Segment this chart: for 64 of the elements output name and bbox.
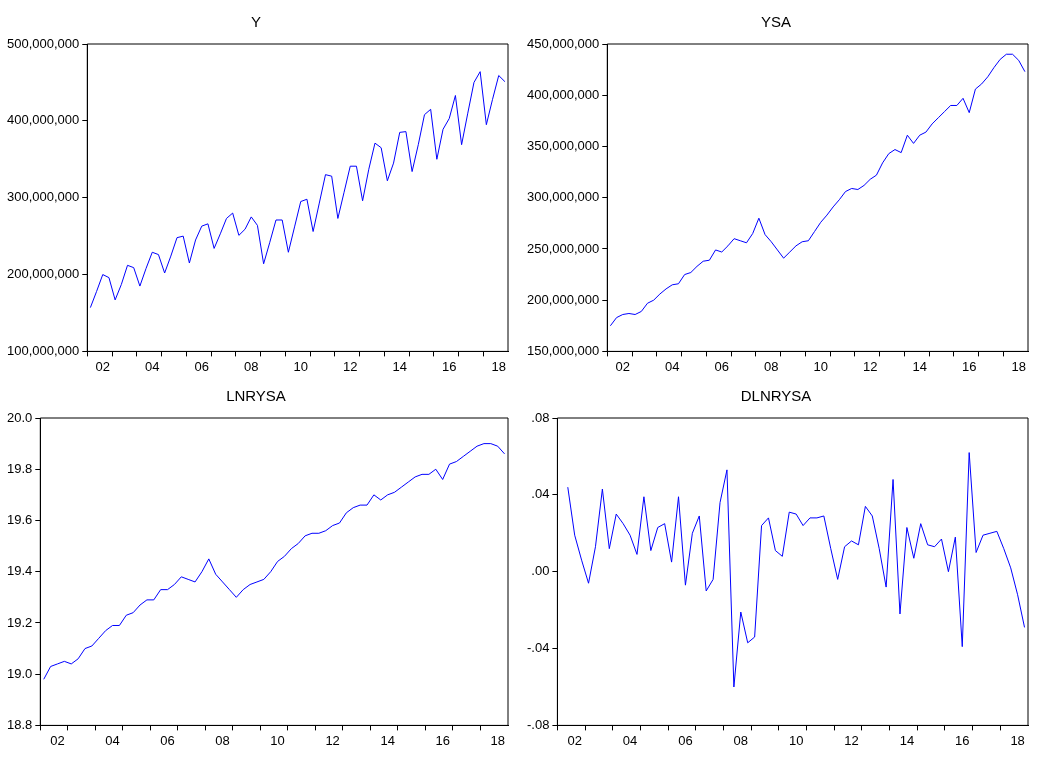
y-tick-label: .04	[531, 486, 550, 502]
y-tick-label: .08	[531, 409, 550, 425]
y-tick-label: 100,000,000	[7, 342, 80, 358]
x-tick-label: 02	[95, 358, 110, 374]
y-tick-label: 19.8	[6, 460, 33, 476]
y-tick-label: 19.0	[6, 665, 33, 681]
x-tick-label: 16	[435, 732, 450, 748]
x-tick-label: 06	[714, 358, 729, 374]
x-tick-label: 10	[813, 358, 828, 374]
y-tick-label: -.08	[526, 716, 550, 732]
chart-title: LNRYSA	[226, 387, 286, 405]
x-tick-label: 08	[244, 358, 259, 374]
x-tick-label: 16	[441, 358, 457, 374]
x-tick-label: 14	[912, 358, 927, 374]
x-tick-label: 14	[380, 732, 395, 748]
y-tick-label: 19.4	[6, 563, 33, 579]
y-tick-label: 19.2	[6, 614, 33, 630]
y-tick-label: 300,000,000	[7, 189, 80, 205]
y-tick-label: 400,000,000	[527, 86, 600, 102]
x-tick-label: 06	[678, 732, 693, 748]
y-tick-label: 150,000,000	[527, 342, 600, 358]
y-tick-label: 200,000,000	[527, 291, 600, 307]
y-tick-label: 18.8	[6, 716, 33, 732]
x-tick-label: 14	[392, 358, 407, 374]
x-tick-label: 12	[343, 358, 358, 374]
x-tick-label: 10	[293, 358, 308, 374]
y-tick-label: 200,000,000	[7, 266, 80, 282]
x-tick-label: 18	[1011, 358, 1026, 374]
x-tick-label: 08	[733, 732, 749, 748]
x-tick-label: 08	[764, 358, 779, 374]
x-tick-label: 06	[194, 358, 209, 374]
chart-title: DLNRYSA	[740, 387, 812, 405]
x-tick-label: 16	[955, 732, 970, 748]
x-tick-label: 12	[325, 732, 340, 748]
y-tick-label: 250,000,000	[527, 240, 600, 256]
x-tick-label: 02	[615, 358, 630, 374]
x-tick-label: 18	[490, 732, 505, 748]
y-tick-label: 450,000,000	[527, 35, 600, 51]
x-tick-label: 12	[863, 358, 878, 374]
x-tick-label: 16	[961, 358, 977, 374]
x-tick-label: 02	[50, 732, 65, 748]
x-tick-label: 02	[567, 732, 582, 748]
y-tick-label: -.04	[526, 640, 550, 656]
y-tick-label: 19.6	[6, 512, 33, 528]
x-tick-label: 10	[788, 732, 804, 748]
chart-title: YSA	[760, 13, 792, 31]
x-tick-label: 10	[270, 732, 285, 748]
x-tick-label: 04	[665, 358, 680, 374]
x-tick-label: 04	[145, 358, 160, 374]
x-tick-label: 04	[105, 732, 120, 748]
x-tick-label: 18	[491, 358, 506, 374]
x-tick-label: 12	[844, 732, 859, 748]
y-tick-label: 400,000,000	[7, 112, 80, 128]
y-tick-label: 20.0	[6, 409, 33, 425]
x-tick-label: 06	[160, 732, 175, 748]
x-tick-label: 04	[622, 732, 638, 748]
y-tick-label: .00	[531, 563, 550, 579]
y-tick-label: 300,000,000	[527, 189, 600, 205]
x-tick-label: 18	[1010, 732, 1025, 748]
y-tick-label: 350,000,000	[527, 138, 600, 154]
y-tick-label: 500,000,000	[7, 35, 80, 51]
x-tick-label: 08	[215, 732, 230, 748]
x-tick-label: 14	[899, 732, 915, 748]
chart-title: Y	[250, 13, 262, 31]
